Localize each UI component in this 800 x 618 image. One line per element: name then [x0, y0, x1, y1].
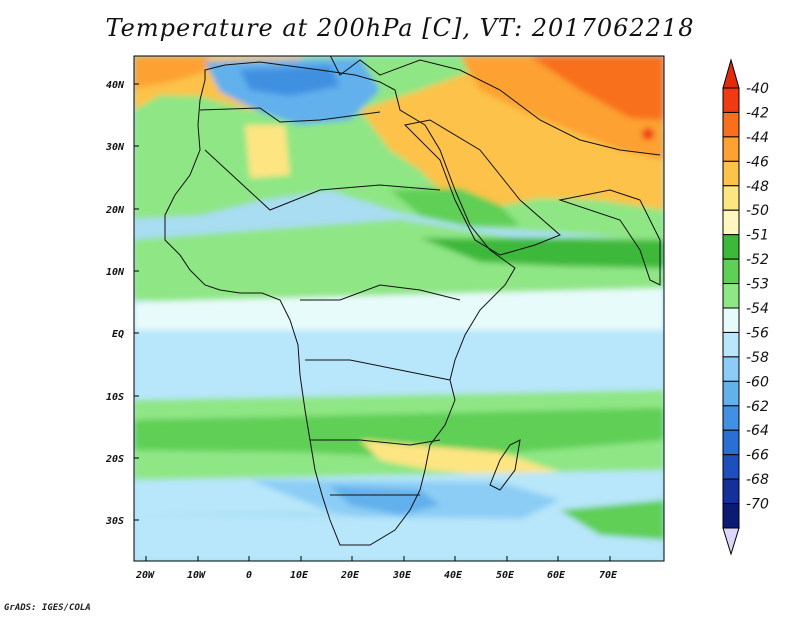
lon-tick-label: 50E	[496, 570, 515, 581]
lat-tick-label: 20S	[105, 454, 124, 465]
lat-tick-label: 10N	[106, 267, 125, 278]
colorbar-box	[722, 307, 740, 333]
latitude-ticks: 40N 30N 20N 10N EQ 10S 20S 30S	[105, 80, 139, 527]
colorbar-top-arrow	[722, 58, 740, 89]
india-coast	[558, 189, 661, 286]
colorbar-label: -52	[746, 252, 769, 268]
band-dark-green-arabian	[420, 238, 664, 268]
colorbar-labels: -40 -42 -44 -46 -48 -50 -51 -52 -53 -54 -56 -58 -60 -…	[746, 81, 769, 513]
lon-tick-label: 70E	[599, 570, 618, 581]
colorbar-label: -62	[746, 399, 769, 415]
colorbar-label: -60	[746, 374, 769, 390]
colorbar-boxes	[722, 87, 740, 529]
colorbar-label: -50	[746, 203, 769, 219]
band-orange-northwest	[134, 56, 210, 88]
colorbar-box	[722, 356, 740, 382]
lon-tick-label: 20E	[340, 570, 360, 581]
colorbar-label: -53	[746, 277, 769, 293]
longitude-ticks: 20W 10W 0 10E 20E 30E 40E 50E 60E 70E	[135, 556, 618, 581]
colorbar-box	[722, 478, 740, 505]
band-mid-green-horn	[390, 188, 520, 226]
map-title: Temperature at 200hPa [C], VT: 201706221…	[105, 14, 695, 42]
arabia-coast	[403, 119, 561, 256]
lat-tick-label: 30N	[105, 142, 125, 153]
lon-tick-label: 40E	[444, 570, 463, 581]
colorbar-label: -58	[746, 350, 769, 366]
band-pale-equator	[134, 288, 664, 340]
colorbar-box	[722, 234, 740, 260]
colorbar-box	[722, 331, 740, 358]
band-hot-spot	[642, 128, 654, 140]
lon-tick-label: 10W	[187, 570, 206, 581]
sahel-border	[204, 149, 441, 211]
colorbar-box	[722, 503, 740, 529]
band-yellow-sahara	[245, 125, 290, 178]
colorbar-box	[722, 209, 740, 236]
colorbar-box	[722, 454, 740, 480]
temperature-field	[134, 56, 664, 561]
colorbar-box	[722, 405, 740, 431]
band-green-south	[134, 408, 664, 458]
band-light-blue-south	[134, 330, 664, 405]
colorbar-box	[722, 429, 740, 456]
lon-tick-label: 10E	[290, 570, 309, 581]
band-hot-northeast	[530, 56, 664, 120]
lat-tick-label: EQ	[112, 329, 124, 340]
lon-tick-label: 20W	[135, 570, 155, 581]
colorbar-label: -70	[746, 497, 769, 513]
colorbar-box	[722, 380, 740, 407]
colorbar-label: -64	[746, 423, 769, 439]
colorbar-label: -66	[746, 448, 769, 464]
north-africa-border	[199, 107, 381, 123]
lon-tick-label: 60E	[547, 570, 566, 581]
band-yellow-south	[360, 440, 560, 478]
central-border	[300, 284, 461, 301]
band-green-southeast	[560, 500, 664, 540]
central-south-border	[305, 359, 451, 381]
colorbar-box	[722, 87, 740, 113]
madagascar-coast	[489, 439, 521, 491]
lon-tick-label: 30E	[392, 570, 412, 581]
colorbar-label: -48	[746, 179, 769, 195]
colorbar-box	[722, 136, 740, 162]
band-bottom-light-blue	[134, 515, 664, 561]
coastlines	[164, 56, 661, 546]
colorbar-label: -46	[746, 154, 769, 170]
band-cold-far-south	[330, 486, 440, 515]
lat-tick-label: 10S	[106, 392, 124, 403]
colorbar-box	[722, 258, 740, 285]
colorbar-box	[722, 111, 740, 138]
lat-tick-label: 40N	[106, 80, 125, 91]
band-colder-mediterranean	[240, 66, 340, 96]
colorbar: -40 -42 -44 -46 -48 -50 -51 -52 -53 -54 -56 -58 -60 -…	[722, 58, 769, 556]
colorbar-label: -42	[746, 105, 769, 121]
lat-tick-label: 20N	[105, 205, 125, 216]
colorbar-label: -40	[746, 81, 769, 97]
colorbar-label: -56	[746, 325, 769, 341]
colorbar-box	[722, 185, 740, 211]
lon-tick-label: 0	[246, 570, 252, 581]
colorbar-label: -54	[746, 301, 769, 317]
lat-tick-label: 30S	[105, 516, 124, 527]
plot-frame	[133, 55, 665, 562]
africa-coast	[164, 61, 516, 546]
colorbar-bottom-arrow	[722, 527, 740, 556]
southern-border	[310, 439, 441, 446]
colorbar-box	[722, 283, 740, 309]
colorbar-label: -44	[746, 130, 769, 146]
colorbar-box	[722, 160, 740, 187]
eurasia-borders	[329, 56, 661, 156]
colorbar-label: -68	[746, 472, 769, 488]
credit-text: GrADS: IGES/COLA	[4, 603, 91, 613]
colorbar-label: -51	[746, 228, 769, 244]
